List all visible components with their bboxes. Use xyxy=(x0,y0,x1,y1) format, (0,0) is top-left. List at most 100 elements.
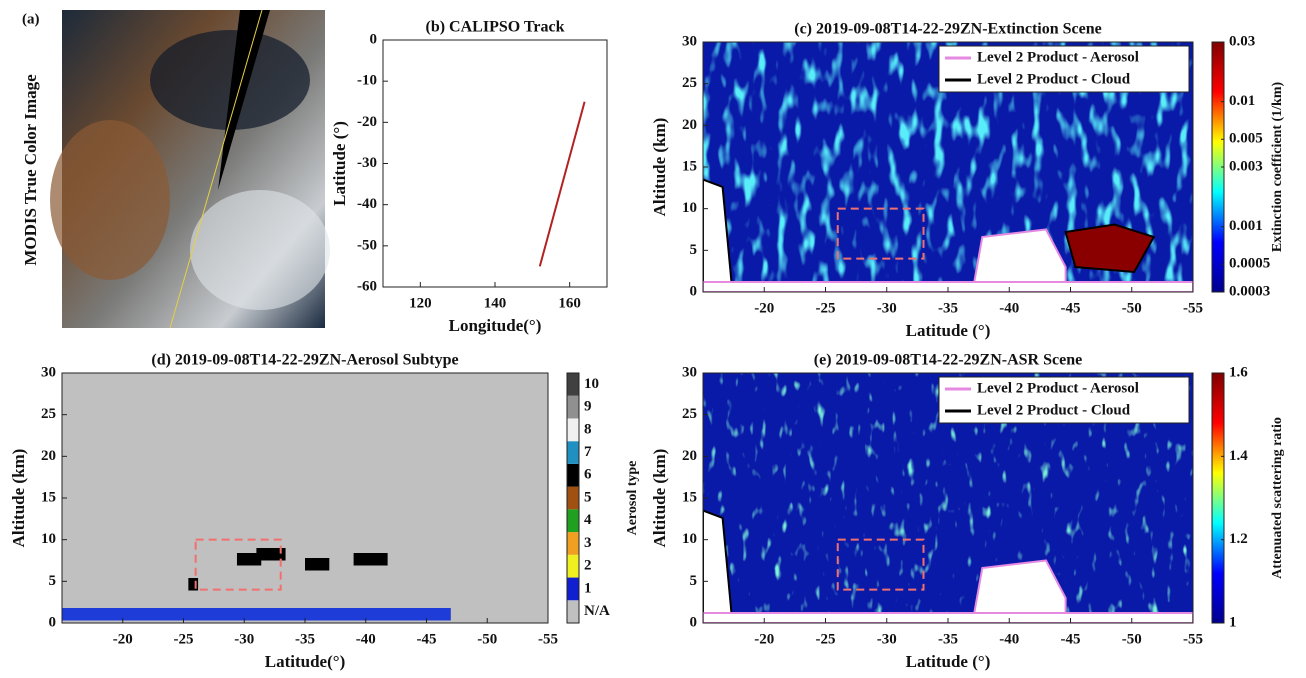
colorbar-tick-label: 0.005 xyxy=(1229,131,1263,147)
y-tick-label: 0 xyxy=(690,614,698,630)
y-axis-label: Latitude (°) xyxy=(330,121,349,206)
y-tick-label: 20 xyxy=(682,448,697,464)
chart-title: (e) 2019-09-08T14-22-29ZN-ASR Scene xyxy=(814,352,1082,369)
x-tick-label: -35 xyxy=(938,631,958,647)
class-swatch xyxy=(567,554,579,578)
class-swatch xyxy=(567,532,579,555)
plot-area xyxy=(383,40,607,287)
image-caption: MODIS True Color Image xyxy=(21,74,40,266)
x-axis-label: Latitude(°) xyxy=(265,652,345,671)
x-axis-label: Longitude(°) xyxy=(449,316,542,335)
satellite-image xyxy=(50,9,330,329)
y-tick-label: 15 xyxy=(682,158,697,174)
x-tick-label: -50 xyxy=(1122,300,1142,316)
x-tick-label: -25 xyxy=(816,300,836,316)
colorbar-tick-label: 0.01 xyxy=(1229,93,1255,109)
y-tick-label: 10 xyxy=(682,200,697,216)
class-swatch xyxy=(567,463,579,487)
x-tick-label: -25 xyxy=(816,631,836,647)
y-tick-label: -40 xyxy=(357,196,377,212)
aerosol-patch xyxy=(256,548,286,561)
y-tick-label: 0 xyxy=(690,283,698,299)
aerosol-patch xyxy=(236,553,262,566)
class-label: 1 xyxy=(584,580,592,596)
axes-frame xyxy=(382,39,608,288)
class-swatch xyxy=(567,509,579,533)
chart-title: (b) CALIPSO Track xyxy=(426,19,565,36)
class-label: N/A xyxy=(584,603,610,619)
y-axis-label: Altitude (km) xyxy=(650,449,669,548)
cloud-region xyxy=(703,178,734,292)
class-swatch xyxy=(567,441,579,464)
x-tick-label: -35 xyxy=(295,631,315,647)
legend-label: Level 2 Product - Cloud xyxy=(977,402,1131,418)
class-label: 10 xyxy=(584,376,599,392)
track-line xyxy=(538,101,586,267)
class-label: 2 xyxy=(584,558,592,574)
x-tick-label: -20 xyxy=(113,631,133,647)
aerosol-patch xyxy=(353,553,388,566)
highlight-box xyxy=(836,207,925,260)
x-tick-label: -55 xyxy=(1183,631,1203,647)
x-tick-label: -40 xyxy=(999,631,1019,647)
y-tick-label: 0 xyxy=(370,31,378,47)
y-tick-label: 30 xyxy=(41,364,56,380)
colorbar-tick-label: 0.0003 xyxy=(1229,283,1270,299)
class-swatch xyxy=(567,395,579,419)
legend-box xyxy=(938,376,1190,424)
x-tick-label: -45 xyxy=(417,631,437,647)
x-tick-label: 140 xyxy=(484,295,507,311)
colorbar-frame xyxy=(1211,41,1225,293)
y-axis-label: Altitude (km) xyxy=(9,449,28,548)
y-tick-label: 25 xyxy=(682,75,697,91)
x-tick-label: 160 xyxy=(558,295,581,311)
colorbar-tick-label: 1 xyxy=(1229,614,1237,630)
colorbar-frame xyxy=(1211,372,1225,624)
colorbar-tick-label: 1.4 xyxy=(1229,448,1248,464)
y-tick-label: 10 xyxy=(41,531,56,547)
y-tick-label: -20 xyxy=(357,114,377,130)
y-tick-label: 15 xyxy=(682,489,697,505)
x-tick-label: -45 xyxy=(1061,631,1081,647)
y-tick-label: 30 xyxy=(682,364,697,380)
x-tick-label: -35 xyxy=(938,300,958,316)
colorbar-tick-label: 0.0005 xyxy=(1229,256,1270,272)
class-swatch xyxy=(567,600,579,623)
colorbar-frame xyxy=(566,372,580,624)
class-label: 3 xyxy=(584,535,592,551)
dense-layer xyxy=(1064,223,1156,274)
y-tick-label: 20 xyxy=(41,448,56,464)
cloud-region xyxy=(703,509,734,623)
y-tick-label: 5 xyxy=(49,573,57,589)
x-tick-label: -20 xyxy=(754,300,774,316)
class-swatch xyxy=(567,418,579,442)
legend-label: Level 2 Product - Cloud xyxy=(977,71,1131,87)
colorbar-label: Aerosol type xyxy=(625,461,640,536)
y-tick-label: -60 xyxy=(357,278,377,294)
y-tick-label: -50 xyxy=(357,237,377,253)
aerosol-patch xyxy=(188,578,199,591)
class-label: 7 xyxy=(584,444,592,460)
class-swatch xyxy=(567,577,579,601)
plot-area xyxy=(62,373,548,623)
axes-frame xyxy=(61,372,549,624)
y-tick-label: 25 xyxy=(41,406,56,422)
legend-label: Level 2 Product - Aerosol xyxy=(977,49,1139,65)
class-label: 6 xyxy=(584,467,592,483)
y-tick-label: 5 xyxy=(690,242,698,258)
aerosol-patch xyxy=(305,558,330,571)
y-tick-label: 25 xyxy=(682,406,697,422)
x-tick-label: -30 xyxy=(234,631,254,647)
y-tick-label: 5 xyxy=(690,573,698,589)
panel-label: (a) xyxy=(22,11,40,27)
axes-background xyxy=(383,40,607,287)
class-swatch xyxy=(567,486,579,510)
legend-box xyxy=(938,45,1190,93)
x-tick-label: -55 xyxy=(1183,300,1203,316)
colorbar-label: Attenuated scattering ratio xyxy=(1270,417,1285,579)
colorbar-tick-label: 0.001 xyxy=(1229,218,1263,234)
x-tick-label: -50 xyxy=(1122,631,1142,647)
x-tick-label: 120 xyxy=(409,295,432,311)
y-axis-label: Altitude (km) xyxy=(650,118,669,217)
